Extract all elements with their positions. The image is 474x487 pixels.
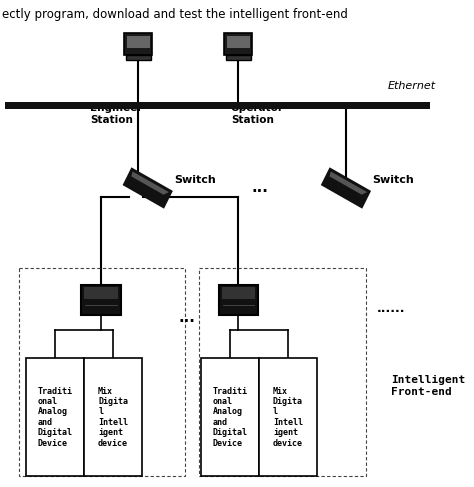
Text: Mix
Digita
l
Intell
igent
device: Mix Digita l Intell igent device	[273, 387, 303, 448]
Bar	[259, 358, 317, 476]
Polygon shape	[322, 169, 370, 207]
Text: Traditi
onal
Analog
and
Digital
Device: Traditi onal Analog and Digital Device	[37, 387, 73, 448]
Polygon shape	[124, 169, 172, 207]
Text: ectly program, download and test the intelligent front-end: ectly program, download and test the int…	[2, 8, 348, 21]
Bar	[224, 33, 253, 55]
Text: Mix
Digita
l
Intell
igent
device: Mix Digita l Intell igent device	[98, 387, 128, 448]
Bar	[221, 287, 255, 299]
Bar	[26, 358, 84, 476]
Bar	[82, 285, 120, 315]
Bar	[18, 268, 185, 476]
Bar	[127, 36, 150, 48]
Text: Traditi
onal
Analog
and
Digital
Device: Traditi onal Analog and Digital Device	[212, 387, 247, 448]
Text: ...: ...	[179, 311, 195, 325]
Bar	[227, 36, 250, 48]
Bar	[84, 287, 118, 299]
Bar	[124, 33, 153, 55]
Text: ......: ......	[376, 301, 405, 315]
Text: Operator
Station: Operator Station	[231, 103, 284, 125]
Text: Switch: Switch	[372, 175, 414, 185]
Bar	[84, 358, 142, 476]
Polygon shape	[329, 171, 367, 195]
Bar	[219, 285, 258, 315]
Bar	[201, 358, 259, 476]
Bar	[126, 55, 151, 60]
Bar	[226, 55, 251, 60]
Text: Intelligent
Front-end: Intelligent Front-end	[391, 375, 465, 396]
Polygon shape	[131, 171, 169, 195]
Bar	[199, 268, 365, 476]
Text: Ethernet: Ethernet	[387, 81, 436, 91]
Bar	[5, 101, 430, 109]
Text: ...: ...	[252, 181, 268, 195]
Text: Engineer
Station: Engineer Station	[90, 103, 142, 125]
Text: Switch: Switch	[174, 175, 216, 185]
